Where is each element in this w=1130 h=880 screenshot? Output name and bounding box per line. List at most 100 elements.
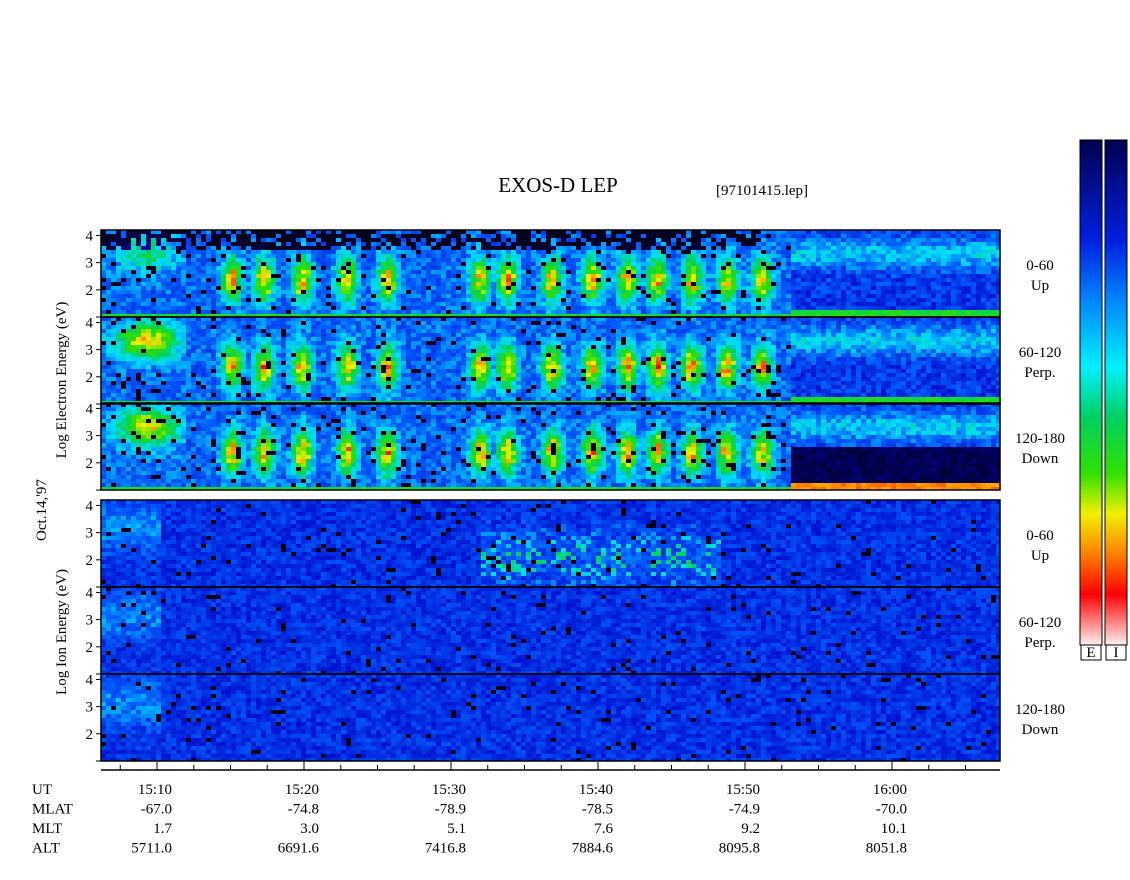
spectrogram-cell [441,246,446,250]
spectrogram-cell [986,266,991,270]
spectrogram-cell [841,234,846,238]
spectrogram-cell [156,258,161,262]
spectrogram-cell [986,294,991,298]
spectrogram-cell [601,310,606,314]
spectrogram-cell [816,234,821,238]
spectrogram-cell [786,282,791,286]
spectrogram-cell [211,325,216,329]
spectrogram-cell [531,306,536,310]
spectrogram-cell [226,298,231,302]
spectrogram-cell [811,282,816,286]
spectrogram-cell [106,234,111,238]
spectrogram-cell [976,310,981,314]
spectrogram-cell [601,302,606,306]
spectrogram-cell [616,329,621,333]
spectrogram-cell [941,321,946,325]
spectrogram-cell [626,246,631,250]
spectrogram-cell [126,258,131,262]
spectrogram-cell [951,286,956,290]
spectrogram-cell [376,266,381,270]
spectrogram-cell [366,337,371,341]
spectrogram-cell [666,337,671,341]
spectrogram-cell [276,278,281,282]
spectrogram-cell [931,282,936,286]
spectrogram-cell [966,274,971,278]
spectrogram-cell [861,270,866,274]
spectrogram-cell [616,274,621,278]
spectrogram-cell [436,294,441,298]
spectrogram-cell [451,302,456,306]
spectrogram-cell [981,274,986,278]
spectrogram-cell [821,250,826,254]
spectrogram-cell [211,278,216,282]
spectrogram-cell [666,294,671,298]
spectrogram-cell [246,306,251,310]
spectrogram-cell [896,270,901,274]
spectrogram-cell [801,274,806,278]
spectrogram-cell [121,294,126,298]
spectrogram-cell [846,333,851,337]
spectrogram-cell [641,294,646,298]
spectrogram-cell [886,246,891,250]
spectrogram-cell [601,274,606,278]
spectrogram-cell [851,333,856,337]
spectrogram-cell [816,274,821,278]
spectrogram-cell [426,238,431,242]
spectrogram-cell [226,321,231,325]
spectrogram-cell [846,310,851,314]
spectrogram-cell [256,298,261,302]
spectrogram-cell [211,290,216,294]
spectrogram-cell [616,294,621,298]
spectrogram-cell [366,310,371,314]
spectrogram-cell [461,246,466,250]
spectrogram-cell [501,298,506,302]
spectrogram-cell [576,234,581,238]
spectrogram-cell [366,274,371,278]
spectrogram-cell [706,250,711,254]
spectrogram-cell [931,294,936,298]
spectrogram-cell [956,321,961,325]
spectrogram-cell [821,258,826,262]
spectrogram-cell [291,333,296,337]
spectrogram-cell [976,325,981,329]
spectrogram-cell [866,270,871,274]
spectrogram-cell [576,325,581,329]
spectrogram-cell [276,321,281,325]
spectrogram-cell [401,329,406,333]
spectrogram-cell [166,250,171,254]
spectrogram-cell [501,270,506,274]
spectrogram-cell [106,258,111,262]
spectrogram-cell [331,337,336,341]
spectrogram-cell [261,270,266,274]
spectrogram-cell [491,306,496,310]
spectrogram-cell [961,298,966,302]
spectrogram-cell [961,246,966,250]
spectrogram-cell [651,333,656,337]
spectrogram-cell [316,274,321,278]
spectrogram-cell [406,333,411,337]
spectrogram-cell [586,266,591,270]
spectrogram-cell [146,337,151,341]
spectrogram-cell [991,250,996,254]
spectrogram-cell [581,270,586,274]
spectrogram-cell [801,238,806,242]
spectrogram-cell [601,278,606,282]
spectrogram-cell [161,278,166,282]
spectrogram-cell [761,250,766,254]
spectrogram-cell [131,302,136,306]
spectrogram-cell [711,238,716,242]
spectrogram-cell [451,254,456,258]
spectrogram-cell [301,262,306,266]
spectrogram-cell [701,329,706,333]
spectrogram-cell [146,258,151,262]
spectrogram-cell [216,310,221,314]
spectrogram-cell [181,258,186,262]
spectrogram-cell [231,286,236,290]
spectrogram-cell [276,254,281,258]
spectrogram-cell [916,258,921,262]
spectrogram-cell [956,310,961,314]
spectrogram-cell [901,250,906,254]
spectrogram-cell [946,321,951,325]
spectrogram-cell [806,329,811,333]
spectrogram-cell [141,246,146,250]
